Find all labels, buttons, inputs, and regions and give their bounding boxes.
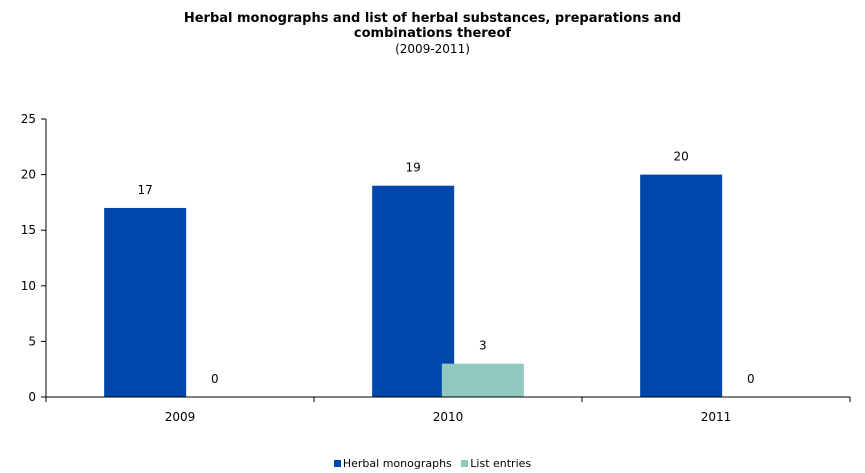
y-tick-label-10: 10: [21, 279, 36, 293]
legend: Herbal monographs List entries: [0, 457, 865, 471]
legend-label-herbal-monographs: Herbal monographs: [342, 457, 452, 470]
data-label-list-entries-2010: 3: [479, 339, 487, 353]
y-tick-label-25: 25: [21, 112, 36, 126]
x-tick-label-2010: 2010: [433, 410, 464, 424]
x-tick-label-2011: 2011: [701, 410, 732, 424]
legend-label-list-entries: List entries: [470, 457, 532, 470]
chart-title-line-2: combinations thereof: [353, 26, 512, 41]
data-label-herbal-monographs-2010: 19: [406, 161, 421, 175]
bar-list-entries-2010: [441, 363, 524, 397]
chart-title-line-1: Herbal monographs and list of herbal sub…: [183, 11, 682, 26]
bar-herbal-monographs-2011: [640, 174, 723, 397]
y-tick-label-15: 15: [21, 223, 36, 237]
bar-herbal-monographs-2010: [372, 185, 455, 397]
legend-swatch-list-entries: [461, 460, 469, 467]
data-label-list-entries-2011: 0: [747, 372, 755, 386]
bar-herbal-monographs-2009: [104, 207, 187, 397]
chart-subtitle: (2009-2011): [395, 42, 470, 56]
y-tick-label-0: 0: [28, 390, 36, 404]
legend-item-list-entries: List entries: [461, 457, 531, 471]
data-label-herbal-monographs-2009: 17: [138, 183, 153, 197]
data-label-herbal-monographs-2011: 20: [674, 150, 689, 164]
y-tick-label-20: 20: [21, 168, 36, 182]
data-label-list-entries-2009: 0: [211, 372, 219, 386]
y-tick-label-5: 5: [28, 334, 36, 348]
chart-title: Herbal monographs and list of herbal sub…: [0, 11, 865, 41]
legend-swatch-herbal-monographs: [333, 460, 341, 467]
x-tick-label-2009: 2009: [165, 410, 196, 424]
legend-item-herbal-monographs: Herbal monographs: [333, 457, 452, 471]
